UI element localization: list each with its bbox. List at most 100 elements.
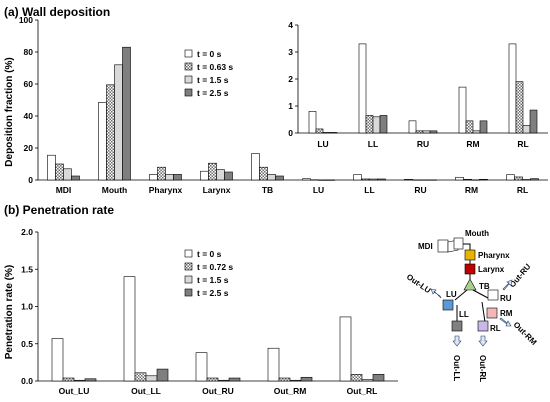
bar-tb-s1 [259,166,268,181]
larynx-shape [464,263,476,275]
panel-a: (a) Wall deposition Deposition fraction … [4,5,548,195]
x-tick-label: LU [313,185,324,195]
bar-out-ru-s3 [228,377,241,382]
bar-mdi-s0 [47,154,56,181]
arrow-out-rm [499,317,512,327]
label-rl: RL [490,324,501,333]
rl-shape [477,320,489,332]
legend-label: t = 0 s [197,49,222,59]
inset-x-tick-label: RU [417,139,429,149]
inset-bar-rm-s2 [472,130,481,134]
label-pharynx: Pharynx [478,251,510,260]
inset-bar-ll-s2 [372,116,381,134]
bar-out-rl-s0 [339,316,352,382]
bar-out-rm-s1 [278,377,291,382]
bar-out-ru-s0 [195,352,208,382]
bar-ru-s0 [404,178,413,181]
legend-swatch [184,62,193,71]
label-larynx: Larynx [478,265,505,274]
x-tick-label: Out_LL [131,386,161,396]
bar-out-lu-s3 [84,378,97,382]
inset-bar-ru-s0 [408,120,417,134]
x-tick-label: RL [517,185,528,195]
legend-swatch [184,88,193,97]
airway-diagram: Mouth MDI Pharynx Larynx TB LU LL RU RM … [405,229,539,382]
inset-bar-rm-s1 [465,120,474,134]
x-tick-label: Out_RM [274,386,307,396]
pharynx-shape [464,249,476,261]
arrow-out-ll [452,335,462,347]
x-tick-label: TB [262,185,273,195]
inset-bar-lu-s1 [315,128,324,134]
label-out-rm: Out-RM [512,320,539,347]
inset-x-tick-label: LL [368,139,378,149]
bar-out-rm-s2 [289,379,302,382]
bar-tb-s2 [267,174,276,181]
inset-x-tick-label: RL [517,139,528,149]
legend-swatch [184,75,193,84]
bar-tb-s0 [251,153,260,181]
legend-swatch [184,288,193,297]
bar-pharynx-s1 [157,166,166,181]
label-out-ll: Out-LL [452,355,461,381]
label-mouth: Mouth [465,229,489,238]
branch-left [454,289,468,301]
bar-out-rm-s3 [300,376,313,382]
y-tick-label: 0.0 [21,376,33,386]
x-tick-label: LL [364,185,374,195]
bar-mdi-s2 [63,168,72,181]
arrow-out-lu [430,288,442,299]
bar-mouth-s0 [98,102,107,181]
x-tick-label: MDI [56,185,72,195]
inset-bar-rl-s2 [522,125,531,134]
x-tick-label: RU [414,185,426,195]
bar-out-lu-s2 [73,379,86,382]
y-tick-label: 40 [24,111,34,121]
panel-a-title: (a) Wall deposition [4,5,110,19]
panel-a-legend: t = 0 s t = 0.63 s t = 1.5 s t = 2.5 s [184,49,233,98]
bar-out-rl-s2 [361,379,374,382]
inset-bar-lu-s0 [308,111,317,134]
bar-out-ll-s3 [156,368,169,382]
legend-swatch [184,262,193,271]
bar-larynx-s1 [208,162,217,181]
x-tick-label: Mouth [102,185,128,195]
inset-bar-rm-s0 [458,86,467,134]
y-tick-label: 80 [24,47,34,57]
x-tick-label: Out_RL [347,386,378,396]
x-tick-label: RM [465,185,478,195]
bar-out-ll-s0 [123,276,136,382]
bar-mouth-s1 [106,84,115,181]
inset-y-tick-label: 1 [288,101,293,111]
inset-bar-ll-s3 [379,115,388,134]
bar-rm-s3 [479,178,488,181]
bar-out-ll-s2 [145,375,158,382]
bar-larynx-s3 [224,171,233,181]
bar-rl-s0 [506,174,515,181]
label-rm: RM [500,309,513,318]
label-tb: TB [479,282,490,291]
y-tick-label: 0.5 [21,339,33,349]
inset-y-tick-label: 3 [288,47,293,57]
bar-lu-s0 [302,178,311,181]
panel-a-ylabel: Deposition fraction (%) [4,57,15,166]
legend-label: t = 2.5 s [197,288,229,298]
label-ll: LL [459,310,469,319]
legend-swatch [184,49,193,58]
bar-pharynx-s2 [165,174,174,181]
legend-label: t = 0.63 s [197,62,233,72]
inset-y-tick-label: 4 [288,20,293,30]
rm-shape [486,307,498,319]
panel-b-legend: t = 0 s t = 0.72 s t = 1.5 s t = 2.5 s [184,249,233,298]
mdi-shape [437,239,449,253]
tb-shape [463,278,477,291]
bar-rm-s1 [463,178,472,181]
bar-mdi-s1 [55,163,64,181]
legend-label: t = 2.5 s [197,88,229,98]
y-tick-label: 0 [28,175,33,185]
inset-bar-rl-s3 [529,109,538,134]
panel-b-bars [51,276,385,382]
bar-larynx-s0 [200,170,209,181]
